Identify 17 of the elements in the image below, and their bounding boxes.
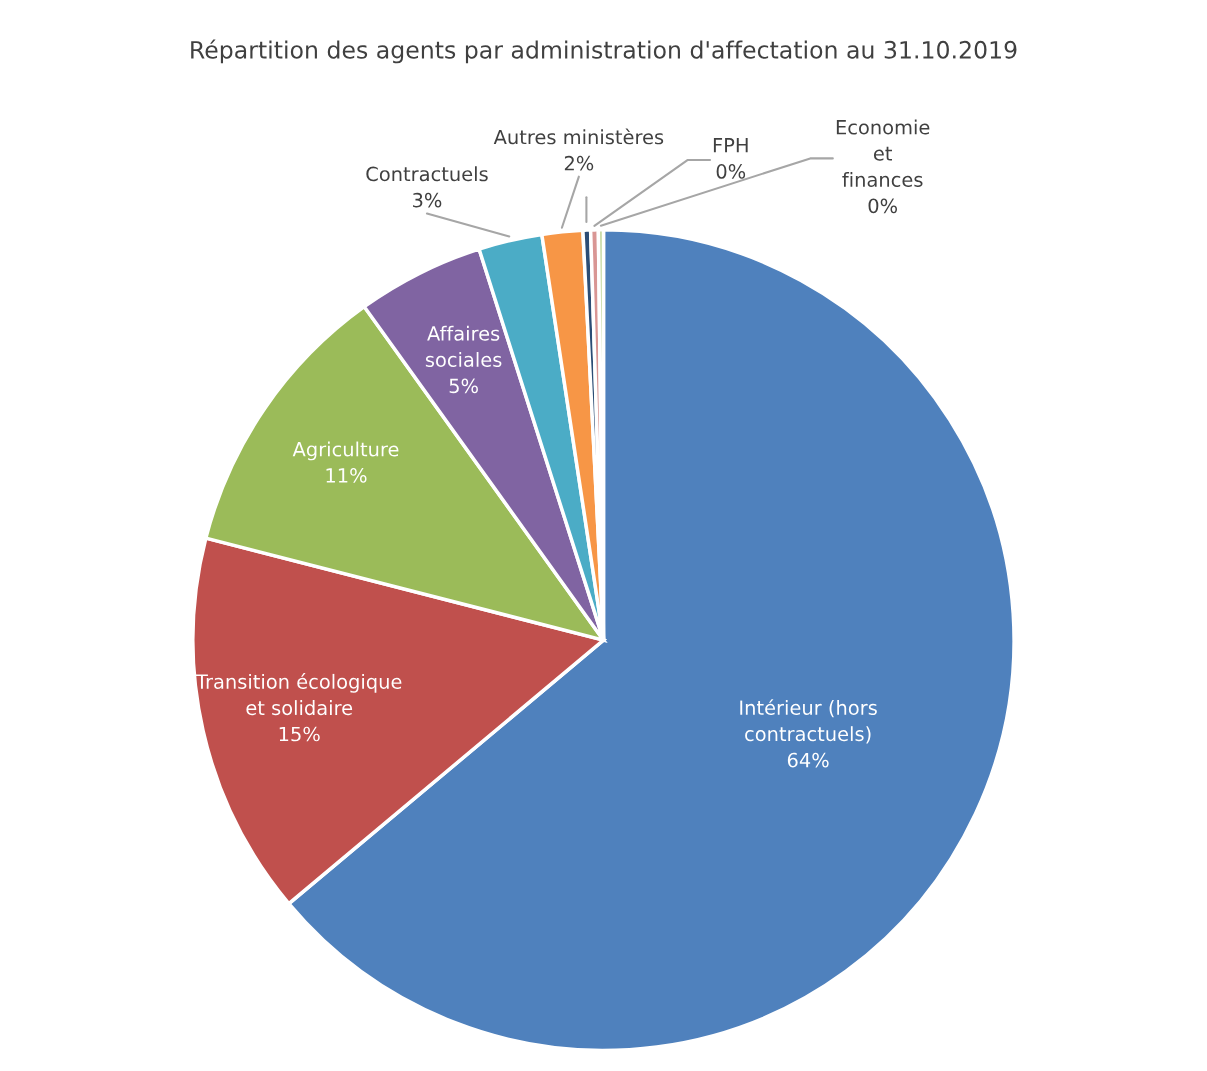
slice-label: Contractuels	[366, 166, 488, 182]
slice-label: Agriculture	[292, 441, 399, 461]
data-label: 3%	[413, 192, 442, 208]
slice-label: Transition écologique et solidaire	[195, 673, 402, 716]
data-label: 15%	[279, 726, 320, 742]
data-label: 11%	[326, 468, 367, 483]
data-label: 5%	[449, 378, 478, 394]
data-label: 0%	[868, 198, 898, 214]
chart-title: Répartition des agents par administration d'affectation au 31.10.2019	[191, 39, 1017, 64]
slice-label: Economie et finances	[836, 119, 930, 187]
slice-label: Intérieur (hors contractuels)	[740, 699, 877, 744]
data-label: 64%	[787, 752, 829, 768]
data-label: 2%	[564, 155, 594, 171]
slice-label: FPH	[713, 138, 748, 153]
slice-label: Affaires sociales	[425, 325, 502, 368]
slice-label: Autres ministères	[493, 128, 664, 145]
data-label: 0%	[716, 164, 746, 179]
